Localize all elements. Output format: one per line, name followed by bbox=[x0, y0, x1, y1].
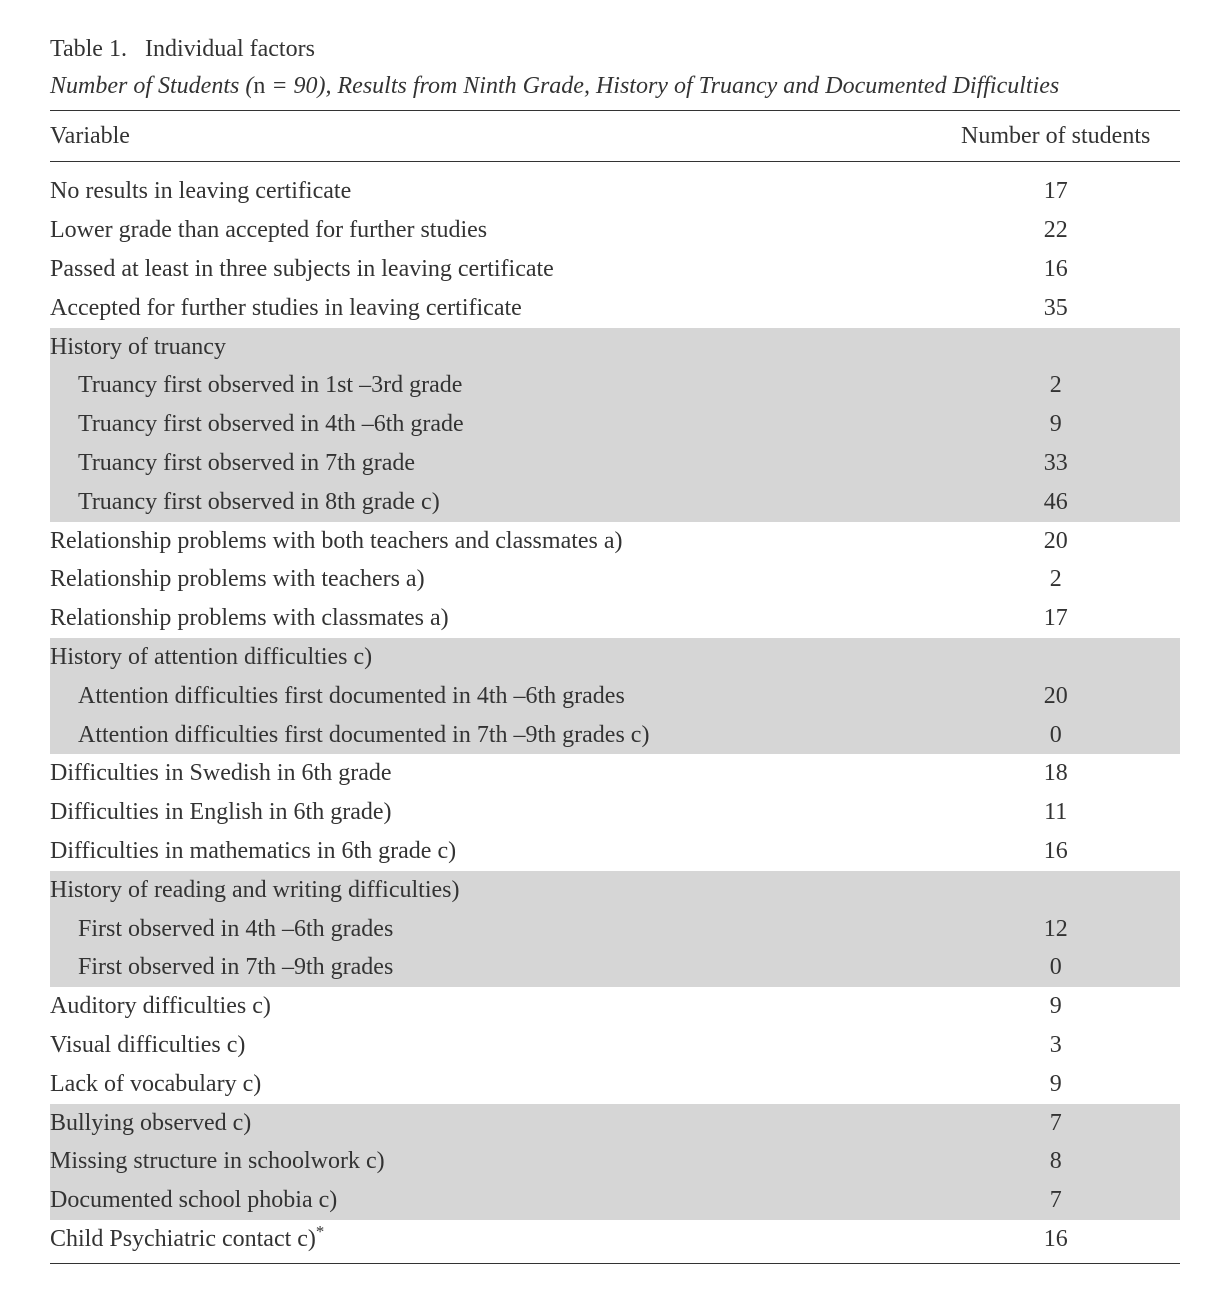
table-row: History of truancy bbox=[50, 328, 1180, 367]
table-row: Lower grade than accepted for further st… bbox=[50, 211, 1180, 250]
table-row: Attention difficulties first documented … bbox=[50, 716, 1180, 755]
row-value: 8 bbox=[931, 1142, 1180, 1181]
table-row: Accepted for further studies in leaving … bbox=[50, 289, 1180, 328]
row-value: 9 bbox=[931, 1065, 1180, 1104]
row-value: 17 bbox=[931, 599, 1180, 638]
table-row: Truancy first observed in 7th grade33 bbox=[50, 444, 1180, 483]
subtitle-text-2: = 90), Results from Ninth Grade, History… bbox=[265, 73, 1059, 99]
table-row: Relationship problems with teachers a)2 bbox=[50, 560, 1180, 599]
row-label: History of truancy bbox=[50, 328, 931, 367]
table-row: No results in leaving certificate17 bbox=[50, 162, 1180, 211]
table-row: Difficulties in Swedish in 6th grade18 bbox=[50, 754, 1180, 793]
row-label: Truancy first observed in 1st –3rd grade bbox=[50, 366, 931, 405]
row-value: 20 bbox=[931, 677, 1180, 716]
row-value: 16 bbox=[931, 1220, 1180, 1263]
row-label: Difficulties in English in 6th grade) bbox=[50, 793, 931, 832]
row-value: 35 bbox=[931, 289, 1180, 328]
row-label: Missing structure in schoolwork c) bbox=[50, 1142, 931, 1181]
row-value: 9 bbox=[931, 405, 1180, 444]
caption-prefix: Table 1. bbox=[50, 36, 127, 62]
table-row: Truancy first observed in 8th grade c)46 bbox=[50, 483, 1180, 522]
table-row: Attention difficulties first documented … bbox=[50, 677, 1180, 716]
row-label: First observed in 7th –9th grades bbox=[50, 948, 931, 987]
row-value: 22 bbox=[931, 211, 1180, 250]
row-label: Attention difficulties first documented … bbox=[50, 677, 931, 716]
row-value: 0 bbox=[931, 948, 1180, 987]
row-value: 18 bbox=[931, 754, 1180, 793]
row-value: 7 bbox=[931, 1181, 1180, 1220]
table-row: Child Psychiatric contact c)*16 bbox=[50, 1220, 1180, 1263]
col-header-number: Number of students bbox=[931, 110, 1180, 162]
footnote-marker: * bbox=[316, 1222, 324, 1241]
row-label: History of reading and writing difficult… bbox=[50, 871, 931, 910]
row-label: Truancy first observed in 4th –6th grade bbox=[50, 405, 931, 444]
row-value: 46 bbox=[931, 483, 1180, 522]
table-row: Relationship problems with both teachers… bbox=[50, 522, 1180, 561]
table-subtitle: Number of Students (n = 90), Results fro… bbox=[50, 69, 1180, 104]
row-label: Child Psychiatric contact c)* bbox=[50, 1220, 931, 1263]
row-label: Difficulties in mathematics in 6th grade… bbox=[50, 832, 931, 871]
caption-title: Individual factors bbox=[145, 36, 315, 62]
row-value: 16 bbox=[931, 832, 1180, 871]
table-row: Passed at least in three subjects in lea… bbox=[50, 250, 1180, 289]
row-value: 3 bbox=[931, 1026, 1180, 1065]
row-label: Truancy first observed in 7th grade bbox=[50, 444, 931, 483]
row-value: 2 bbox=[931, 366, 1180, 405]
row-value: 12 bbox=[931, 910, 1180, 949]
row-label: Bullying observed c) bbox=[50, 1104, 931, 1143]
table-row: Bullying observed c)7 bbox=[50, 1104, 1180, 1143]
table-row: Documented school phobia c)7 bbox=[50, 1181, 1180, 1220]
table-row: Lack of vocabulary c)9 bbox=[50, 1065, 1180, 1104]
row-label: Difficulties in Swedish in 6th grade bbox=[50, 754, 931, 793]
row-value: 11 bbox=[931, 793, 1180, 832]
table-row: History of reading and writing difficult… bbox=[50, 871, 1180, 910]
row-value: 2 bbox=[931, 560, 1180, 599]
table-row: Difficulties in mathematics in 6th grade… bbox=[50, 832, 1180, 871]
table-row: First observed in 4th –6th grades12 bbox=[50, 910, 1180, 949]
row-label: History of attention difficulties c) bbox=[50, 638, 931, 677]
col-header-variable: Variable bbox=[50, 110, 931, 162]
row-value: 16 bbox=[931, 250, 1180, 289]
table-row: First observed in 7th –9th grades0 bbox=[50, 948, 1180, 987]
row-label: Documented school phobia c) bbox=[50, 1181, 931, 1220]
row-label: Relationship problems with both teachers… bbox=[50, 522, 931, 561]
row-value: 9 bbox=[931, 987, 1180, 1026]
row-label: Auditory difficulties c) bbox=[50, 987, 931, 1026]
row-label: Passed at least in three subjects in lea… bbox=[50, 250, 931, 289]
subtitle-n: n bbox=[253, 73, 265, 99]
table-row: Relationship problems with classmates a)… bbox=[50, 599, 1180, 638]
row-label: Relationship problems with teachers a) bbox=[50, 560, 931, 599]
table-row: Truancy first observed in 1st –3rd grade… bbox=[50, 366, 1180, 405]
row-value: 20 bbox=[931, 522, 1180, 561]
individual-factors-table: Variable Number of students No results i… bbox=[50, 110, 1180, 1264]
table-caption: Table 1. Individual factors bbox=[50, 32, 1180, 67]
row-value: 7 bbox=[931, 1104, 1180, 1143]
row-value bbox=[931, 871, 1180, 910]
row-label: First observed in 4th –6th grades bbox=[50, 910, 931, 949]
table-row: Visual difficulties c)3 bbox=[50, 1026, 1180, 1065]
row-label: No results in leaving certificate bbox=[50, 162, 931, 211]
row-label: Visual difficulties c) bbox=[50, 1026, 931, 1065]
row-label: Accepted for further studies in leaving … bbox=[50, 289, 931, 328]
row-label: Lack of vocabulary c) bbox=[50, 1065, 931, 1104]
table-row: Truancy first observed in 4th –6th grade… bbox=[50, 405, 1180, 444]
row-value: 0 bbox=[931, 716, 1180, 755]
row-label: Truancy first observed in 8th grade c) bbox=[50, 483, 931, 522]
row-value bbox=[931, 638, 1180, 677]
row-label: Relationship problems with classmates a) bbox=[50, 599, 931, 638]
table-row: Difficulties in English in 6th grade)11 bbox=[50, 793, 1180, 832]
row-label: Lower grade than accepted for further st… bbox=[50, 211, 931, 250]
row-label: Attention difficulties first documented … bbox=[50, 716, 931, 755]
table-header-row: Variable Number of students bbox=[50, 110, 1180, 162]
table-row: Auditory difficulties c)9 bbox=[50, 987, 1180, 1026]
row-value: 17 bbox=[931, 162, 1180, 211]
subtitle-text-1: Number of Students ( bbox=[50, 73, 253, 99]
table-row: Missing structure in schoolwork c)8 bbox=[50, 1142, 1180, 1181]
row-value: 33 bbox=[931, 444, 1180, 483]
table-row: History of attention difficulties c) bbox=[50, 638, 1180, 677]
row-value bbox=[931, 328, 1180, 367]
